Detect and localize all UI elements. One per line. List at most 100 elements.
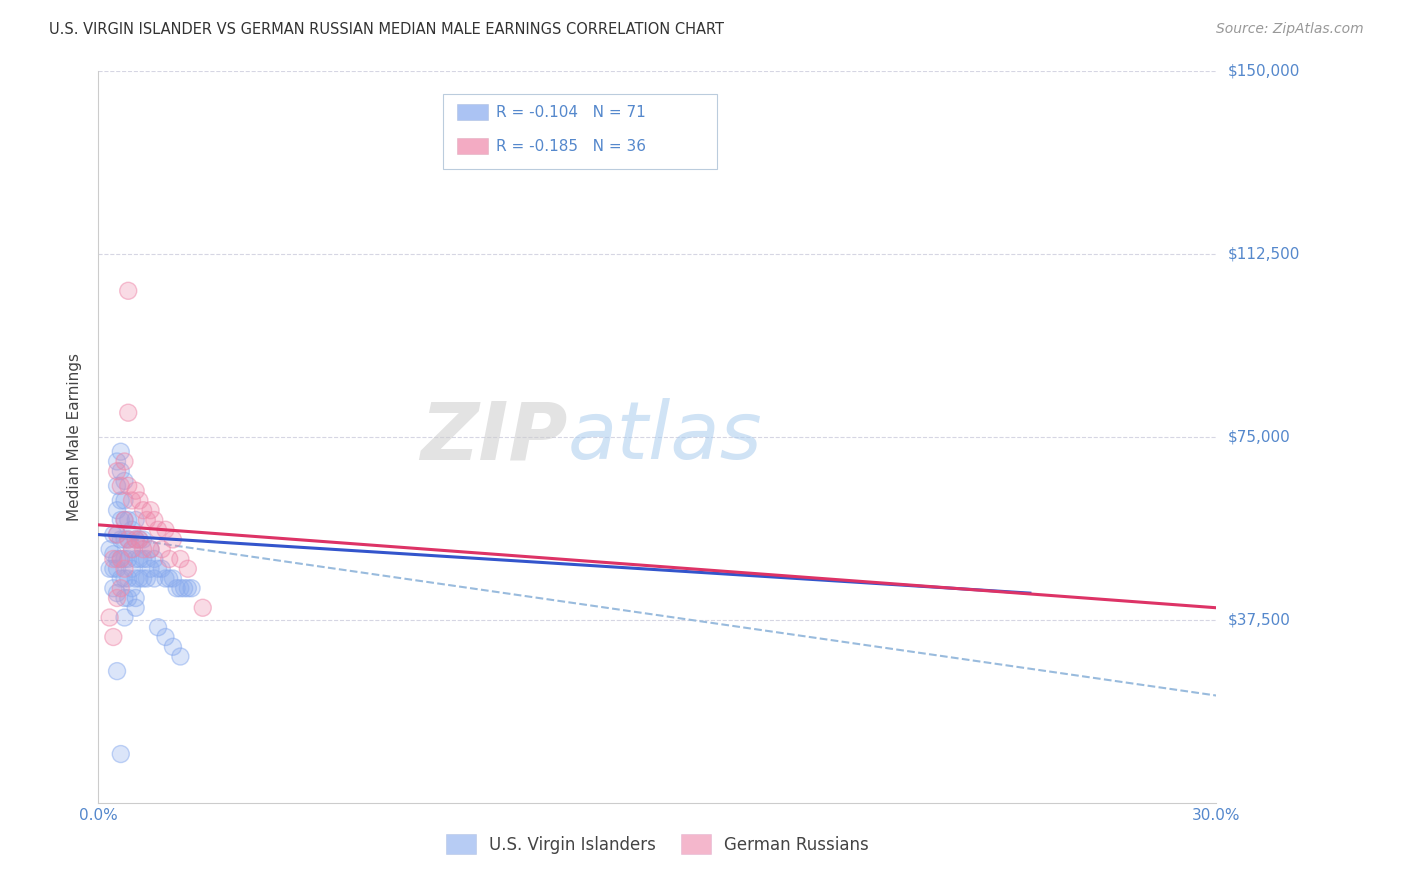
Point [166, 581, 188, 595]
Point [135, 513, 157, 527]
Point [114, 493, 136, 508]
Point [103, 552, 125, 566]
Point [114, 552, 136, 566]
Text: Source: ZipAtlas.com: Source: ZipAtlas.com [1216, 22, 1364, 37]
Point [103, 547, 125, 561]
Point [105, 454, 128, 468]
Point [125, 533, 148, 547]
Point [114, 552, 136, 566]
Point [143, 552, 166, 566]
Point [121, 542, 143, 557]
Point [157, 572, 180, 586]
Point [125, 533, 148, 547]
Point [105, 527, 128, 541]
Point [105, 562, 128, 576]
Point [128, 572, 150, 586]
Text: $150,000: $150,000 [1227, 64, 1299, 78]
Point [117, 533, 139, 547]
Point [143, 572, 166, 586]
Point [125, 600, 148, 615]
Point [143, 513, 166, 527]
Point [128, 533, 150, 547]
Point [132, 572, 155, 586]
Point [155, 630, 177, 644]
Point [125, 591, 148, 605]
Point [169, 581, 191, 595]
Point [121, 493, 143, 508]
Point [98, 562, 121, 576]
Point [114, 572, 136, 586]
Point [132, 503, 155, 517]
Point [132, 533, 155, 547]
Point [98, 542, 121, 557]
Point [132, 503, 155, 517]
Point [105, 591, 128, 605]
Point [121, 542, 143, 557]
Point [157, 552, 180, 566]
Point [117, 533, 139, 547]
Point [132, 542, 155, 557]
Point [110, 533, 132, 547]
Point [121, 542, 143, 557]
Point [162, 533, 184, 547]
Point [114, 562, 136, 576]
Point [139, 562, 162, 576]
Point [114, 610, 136, 624]
Point [103, 527, 125, 541]
Point [105, 527, 128, 541]
Point [169, 552, 191, 566]
Point [143, 572, 166, 586]
Point [128, 533, 150, 547]
Point [162, 572, 184, 586]
Point [125, 552, 148, 566]
Point [162, 572, 184, 586]
Point [162, 533, 184, 547]
Point [117, 284, 139, 298]
Point [105, 479, 128, 493]
Point [117, 591, 139, 605]
Point [105, 527, 128, 541]
Point [162, 640, 184, 654]
Point [114, 493, 136, 508]
Point [169, 649, 191, 664]
Point [103, 581, 125, 595]
Point [103, 527, 125, 541]
Y-axis label: Median Male Earnings: Median Male Earnings [67, 353, 83, 521]
Point [110, 581, 132, 595]
Point [110, 572, 132, 586]
Point [103, 630, 125, 644]
Point [110, 444, 132, 458]
Point [139, 542, 162, 557]
Point [121, 562, 143, 576]
Point [117, 513, 139, 527]
Point [117, 479, 139, 493]
Point [110, 747, 132, 761]
Point [125, 552, 148, 566]
Point [114, 591, 136, 605]
Point [150, 562, 173, 576]
Point [177, 562, 200, 576]
Point [110, 464, 132, 478]
Point [155, 523, 177, 537]
Point [110, 552, 132, 566]
Point [128, 552, 150, 566]
Point [150, 542, 173, 557]
Point [139, 562, 162, 576]
Point [114, 562, 136, 576]
Point [135, 552, 157, 566]
Point [132, 572, 155, 586]
Point [114, 591, 136, 605]
Point [117, 406, 139, 420]
Point [128, 572, 150, 586]
Point [121, 562, 143, 576]
Point [105, 454, 128, 468]
Point [110, 581, 132, 595]
Point [110, 572, 132, 586]
Point [146, 620, 169, 634]
Point [128, 493, 150, 508]
Point [150, 542, 173, 557]
Point [162, 640, 184, 654]
Point [177, 581, 200, 595]
Point [114, 454, 136, 468]
Point [125, 591, 148, 605]
